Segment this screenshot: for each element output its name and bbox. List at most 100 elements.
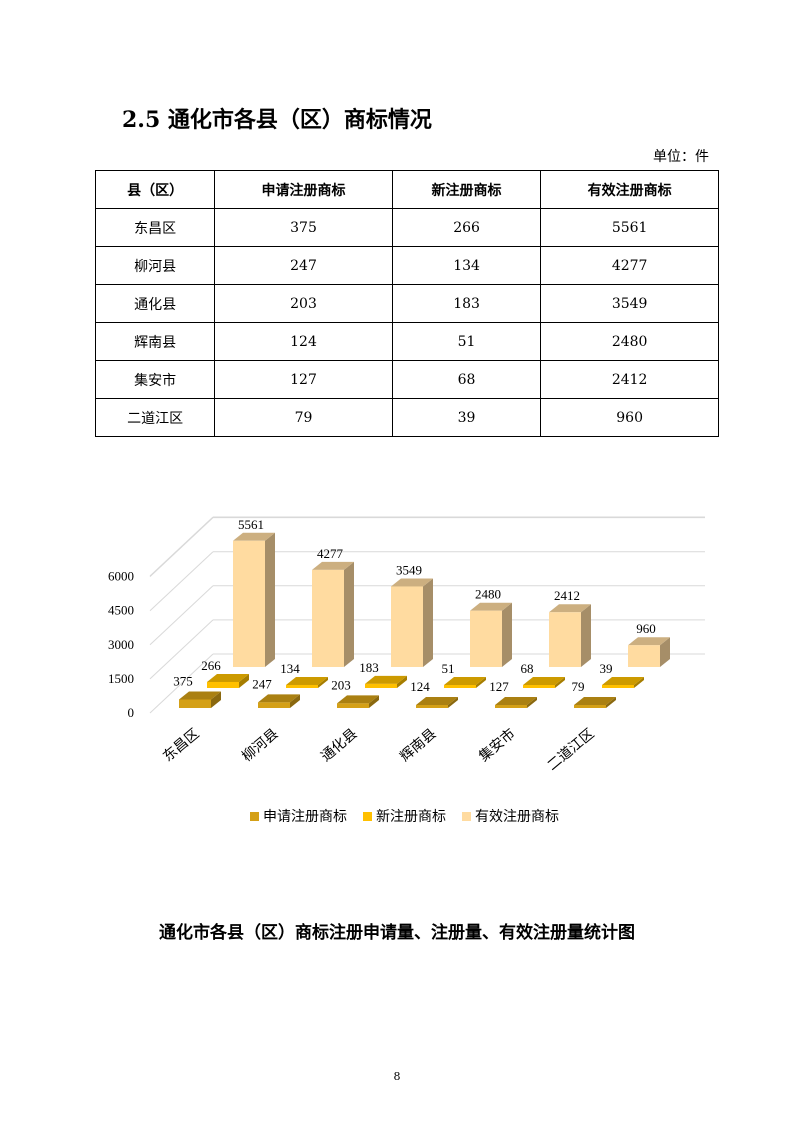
x-tick-label: 东昌区	[160, 726, 202, 765]
bar	[416, 705, 448, 708]
bar	[207, 682, 239, 688]
table-cell: 68	[392, 361, 540, 399]
table-row: 集安市127682412	[96, 361, 719, 399]
y-tick-label: 6000	[108, 569, 134, 584]
bar	[179, 699, 211, 708]
table-row: 辉南县124512480	[96, 323, 719, 361]
x-tick-label: 辉南县	[397, 726, 439, 765]
data-label: 124	[410, 679, 430, 694]
data-label: 960	[636, 621, 656, 636]
header-applied: 申请注册商标	[215, 171, 393, 209]
bar	[470, 611, 502, 667]
table-cell: 柳河县	[96, 247, 215, 285]
table-row: 二道江区7939960	[96, 399, 719, 437]
section-title: 2.5 通化市各县（区）商标情况	[122, 102, 432, 134]
table-cell: 5561	[541, 209, 719, 247]
table-cell: 2412	[541, 361, 719, 399]
legend-swatch	[363, 812, 372, 821]
table-cell: 39	[392, 399, 540, 437]
data-label: 2412	[554, 588, 580, 603]
x-tick-label: 二道江区	[544, 726, 597, 774]
table-cell: 集安市	[96, 361, 215, 399]
x-tick-label: 通化县	[318, 726, 360, 765]
bar	[233, 541, 265, 667]
data-label: 51	[442, 661, 455, 676]
legend-item: 有效注册商标	[462, 806, 559, 826]
data-label: 266	[201, 658, 221, 673]
data-label: 5561	[238, 517, 264, 532]
bar	[602, 685, 634, 688]
data-label: 39	[600, 661, 613, 676]
bar	[365, 684, 397, 688]
bar	[444, 685, 476, 688]
table-cell: 2480	[541, 323, 719, 361]
legend-swatch	[462, 812, 471, 821]
table-cell: 247	[215, 247, 393, 285]
table-cell: 51	[392, 323, 540, 361]
data-label: 79	[572, 679, 585, 694]
bar	[574, 705, 606, 708]
x-tick-label: 柳河县	[238, 725, 281, 765]
bar	[337, 703, 369, 708]
bar	[391, 586, 423, 667]
gridline	[150, 586, 213, 645]
table-cell: 127	[215, 361, 393, 399]
data-label: 203	[331, 677, 351, 692]
table-cell: 960	[541, 399, 719, 437]
trademark-chart: 0 1500 3000 4500 6000 5561 4277 3549 2480 2412 960…	[0, 500, 794, 800]
y-tick-label: 0	[128, 705, 135, 720]
header-county: 县（区）	[96, 171, 215, 209]
data-label: 183	[359, 660, 379, 675]
chart-legend: 申请注册商标 新注册商标 有效注册商标	[250, 806, 559, 826]
table-cell: 134	[392, 247, 540, 285]
page-number: 8	[0, 1070, 794, 1083]
table-row: 通化县2031833549	[96, 285, 719, 323]
table-cell: 124	[215, 323, 393, 361]
bar	[286, 685, 318, 688]
table-cell: 通化县	[96, 285, 215, 323]
data-label: 4277	[317, 546, 344, 561]
table-cell: 二道江区	[96, 399, 215, 437]
trademark-table: 县（区） 申请注册商标 新注册商标 有效注册商标 东昌区3752665561柳河…	[95, 170, 719, 437]
data-label: 134	[280, 661, 300, 676]
y-tick-label: 4500	[108, 603, 134, 618]
data-label: 247	[252, 676, 272, 691]
bar	[523, 685, 555, 688]
table-cell: 4277	[541, 247, 719, 285]
bar	[549, 612, 581, 667]
table-cell: 辉南县	[96, 323, 215, 361]
bar-side	[265, 533, 275, 667]
chart-caption: 通化市各县（区）商标注册申请量、注册量、有效注册量统计图	[0, 918, 794, 943]
bar	[258, 702, 290, 708]
table-row: 东昌区3752665561	[96, 209, 719, 247]
data-label: 375	[173, 673, 193, 688]
bar	[312, 570, 344, 667]
bar-side	[581, 604, 591, 667]
data-label: 2480	[475, 587, 501, 602]
bar	[495, 705, 527, 708]
table-cell: 3549	[541, 285, 719, 323]
legend-item: 新注册商标	[363, 806, 446, 826]
data-label: 68	[521, 661, 534, 676]
data-label: 127	[489, 679, 509, 694]
table-cell: 183	[392, 285, 540, 323]
legend-swatch	[250, 812, 259, 821]
table-cell: 东昌区	[96, 209, 215, 247]
gridline	[150, 517, 213, 576]
y-tick-label: 3000	[108, 637, 134, 652]
gridline	[150, 552, 213, 611]
table-row: 柳河县2471344277	[96, 247, 719, 285]
unit-label: 单位：件	[653, 146, 709, 166]
bar-side	[423, 578, 433, 667]
y-tick-label: 1500	[108, 671, 134, 686]
header-new: 新注册商标	[392, 171, 540, 209]
table-cell: 375	[215, 209, 393, 247]
legend-label: 新注册商标	[376, 806, 446, 826]
data-label: 3549	[396, 562, 422, 577]
header-valid: 有效注册商标	[541, 171, 719, 209]
bar-side	[502, 603, 512, 667]
legend-label: 申请注册商标	[263, 806, 347, 826]
legend-item: 申请注册商标	[250, 806, 347, 826]
table-cell: 79	[215, 399, 393, 437]
